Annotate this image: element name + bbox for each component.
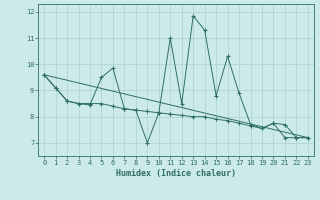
X-axis label: Humidex (Indice chaleur): Humidex (Indice chaleur) xyxy=(116,169,236,178)
